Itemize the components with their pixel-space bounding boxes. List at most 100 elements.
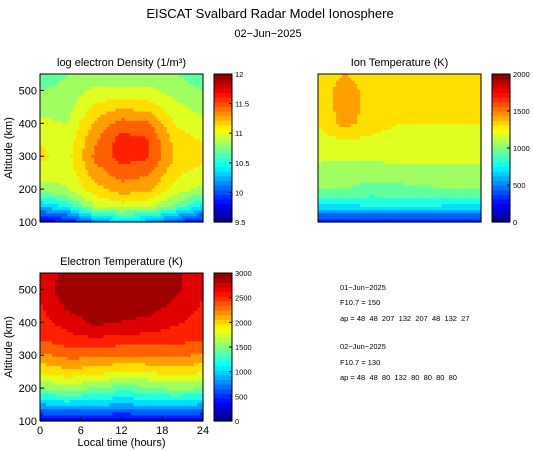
heatmap-cell	[124, 172, 129, 177]
heatmap-cell	[432, 117, 437, 121]
heatmap-cell	[399, 172, 404, 177]
heatmap-cell	[169, 200, 174, 205]
heatmap-cell	[61, 178, 65, 183]
heatmap-cell	[127, 154, 132, 158]
heatmap-cell	[348, 101, 352, 106]
heatmap-cell	[133, 83, 138, 87]
heatmap-cell	[139, 114, 144, 118]
heatmap-cell	[342, 107, 346, 112]
heatmap-cell	[372, 83, 376, 87]
heatmap-cell	[169, 160, 174, 165]
heatmap-cell	[378, 203, 382, 208]
heatmap-cell	[166, 148, 171, 152]
heatmap-cell	[324, 191, 328, 195]
heatmap-cell	[363, 141, 367, 146]
heatmap-cell	[46, 98, 50, 103]
heatmap-cell	[109, 92, 114, 97]
heatmap-cell	[423, 203, 428, 208]
heatmap-cell	[327, 181, 331, 186]
heatmap-cell	[327, 77, 331, 81]
heatmap-cell	[67, 206, 71, 211]
heatmap-cell	[354, 191, 358, 195]
heatmap-cell	[420, 169, 425, 174]
heatmap-cell	[133, 138, 138, 143]
heatmap-cell	[396, 160, 401, 165]
heatmap-cell	[381, 92, 386, 97]
heatmap-cell	[450, 157, 455, 161]
heatmap-cell	[378, 117, 382, 121]
heatmap-cell	[390, 163, 395, 168]
heatmap-cell	[67, 138, 71, 143]
heatmap-cell	[124, 154, 129, 158]
heatmap-cell	[55, 107, 59, 112]
heatmap-cell	[384, 212, 389, 217]
heatmap-cell	[438, 123, 443, 128]
heatmap-cell	[43, 178, 47, 183]
heatmap-cell	[441, 74, 446, 78]
heatmap-cell	[55, 120, 59, 124]
heatmap-cell	[330, 89, 334, 94]
heatmap-cell	[321, 92, 325, 97]
heatmap-cell	[357, 77, 361, 81]
heatmap-cell	[423, 175, 428, 180]
heatmap-cell	[109, 175, 114, 180]
heatmap-cell	[61, 111, 65, 115]
heatmap-cell	[459, 154, 464, 158]
heatmap-cell	[88, 111, 92, 115]
heatmap-cell	[381, 166, 386, 171]
heatmap-cell	[393, 104, 398, 109]
heatmap-cell	[429, 178, 434, 183]
heatmap-cell	[139, 107, 144, 112]
heatmap-cell	[79, 120, 83, 124]
heatmap-cell	[172, 178, 177, 183]
heatmap-cell	[130, 163, 135, 168]
heatmap-cell	[76, 135, 80, 140]
heatmap-cell	[378, 218, 382, 223]
heatmap-cell	[420, 166, 425, 171]
heatmap-cell	[73, 95, 77, 100]
heatmap-cell	[88, 117, 92, 121]
heatmap-cell	[447, 114, 452, 118]
heatmap-cell	[133, 74, 138, 78]
heatmap-cell	[420, 181, 425, 186]
heatmap-cell	[330, 144, 334, 149]
heatmap-cell	[357, 95, 361, 100]
heatmap-cell	[103, 151, 108, 155]
heatmap-cell	[187, 141, 192, 146]
heatmap-cell	[97, 191, 101, 195]
plot-frame	[39, 73, 204, 223]
heatmap-cell	[124, 169, 129, 174]
heatmap-cell	[112, 188, 117, 192]
heatmap-cell	[169, 126, 174, 131]
heatmap-cell	[399, 123, 404, 128]
heatmap-cell	[49, 191, 53, 195]
heatmap-cell	[67, 104, 71, 109]
heatmap-cell	[109, 138, 114, 143]
heatmap-cell	[420, 160, 425, 165]
heatmap-cell	[124, 129, 129, 134]
heatmap-cell	[459, 138, 464, 143]
heatmap-cell	[435, 117, 440, 121]
heatmap-cell	[139, 163, 144, 168]
heatmap-cell	[366, 185, 370, 189]
heatmap-cell	[414, 157, 419, 161]
heatmap-cell	[357, 218, 361, 223]
heatmap-cell	[426, 218, 431, 223]
heatmap-cell	[432, 148, 437, 152]
heatmap-cell	[345, 206, 349, 211]
heatmap-cell	[384, 188, 389, 192]
heatmap-cell	[387, 166, 392, 171]
heatmap-cell	[405, 101, 410, 106]
heatmap-cell	[100, 163, 104, 168]
heatmap-cell	[151, 218, 156, 223]
heatmap-cell	[103, 141, 108, 146]
heatmap-cell	[372, 188, 376, 192]
heatmap-cell	[169, 120, 174, 124]
heatmap-cell	[447, 141, 452, 146]
heatmap-cell	[187, 166, 192, 171]
heatmap-cell	[181, 163, 186, 168]
heatmap-cell	[372, 135, 376, 140]
heatmap-cell	[169, 185, 174, 189]
heatmap-cell	[369, 129, 373, 134]
heatmap-cell	[447, 98, 452, 103]
